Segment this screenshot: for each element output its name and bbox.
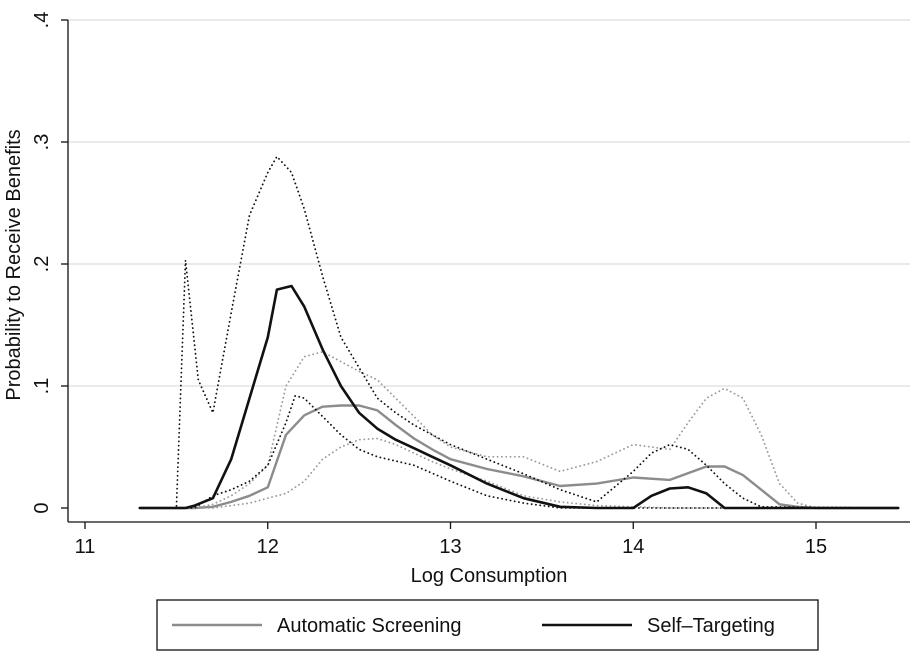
series-line-automatic-screening xyxy=(138,404,900,510)
x-tick-label-0: 11 xyxy=(75,536,96,558)
legend: Automatic Screening Self–Targeting xyxy=(156,599,819,651)
tick-labels: 0 .1 .2 .3 .4 11 12 13 14 15 xyxy=(31,12,827,558)
y-tick-label-0: 0 xyxy=(31,502,53,513)
y-tick-label-4: .4 xyxy=(31,12,53,29)
legend-label-automatic-screening: Automatic Screening xyxy=(277,615,462,637)
series-line-self-targeting xyxy=(138,284,900,510)
gridlines xyxy=(68,19,910,387)
legend-label-self-targeting: Self–Targeting xyxy=(647,615,775,637)
y-axis-title: Probability to Receive Benefits xyxy=(3,129,25,400)
x-tick-label-1: 12 xyxy=(257,536,279,558)
series-line-self-targeting-upper-ci xyxy=(138,155,900,509)
y-tick-label-2: .2 xyxy=(31,256,53,273)
x-tick-label-4: 15 xyxy=(805,536,827,558)
y-tick-label-1: .1 xyxy=(31,378,53,395)
legend-box xyxy=(156,599,819,651)
series-line-self-targeting-lower-ci xyxy=(138,394,900,509)
x-axis-title: Log Consumption xyxy=(411,565,568,587)
series-lines xyxy=(138,155,900,510)
x-tick-label-2: 13 xyxy=(439,536,461,558)
y-tick-label-3: .3 xyxy=(31,134,53,151)
x-tick-label-3: 14 xyxy=(622,536,644,558)
series-line-automatic-screening-upper-ci xyxy=(138,350,900,509)
axes xyxy=(61,19,910,529)
